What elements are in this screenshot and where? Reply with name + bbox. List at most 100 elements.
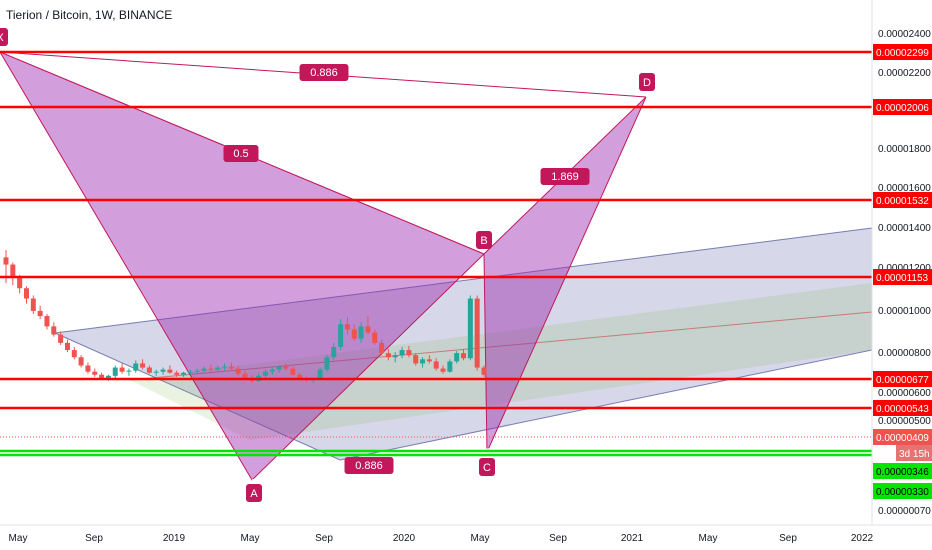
candle [174, 370, 180, 377]
time-axis[interactable]: May Sep 2019 May Sep 2020 May Sep 2021 May Sep 2022 [9, 533, 874, 544]
level-price-tag [873, 400, 932, 416]
ratio-label-box [299, 64, 349, 81]
candle [44, 314, 50, 330]
level-price-label: 0.00001532 [876, 196, 929, 207]
candle [420, 357, 426, 368]
level-price-tag [873, 99, 932, 115]
plot-area[interactable] [0, 50, 872, 481]
time-tick-label: 2022 [851, 533, 874, 544]
candle [78, 355, 84, 368]
candle [153, 369, 159, 376]
candle [344, 317, 350, 335]
support-price-label: 0.00000346 [876, 467, 929, 478]
chart-title: Tierion / Bitcoin, 1W, BINANCE [6, 8, 173, 22]
ratio-label-box [540, 168, 590, 185]
pattern-point-box [479, 458, 495, 476]
pattern-point-label: A [250, 488, 258, 500]
candle [222, 363, 228, 371]
pattern-point-box [476, 231, 492, 249]
pattern-point-box [246, 484, 262, 502]
candle [454, 351, 460, 364]
candle [58, 331, 64, 345]
candle [119, 363, 125, 374]
candle [331, 342, 337, 361]
candle [71, 346, 77, 360]
candle [481, 365, 487, 377]
candle [461, 349, 467, 361]
time-tick-label: Sep [315, 533, 333, 544]
price-tick-label: 0.00001000 [878, 306, 931, 317]
candle [324, 355, 330, 372]
pattern-ac-line [251, 439, 559, 481]
candle [37, 305, 43, 320]
ratio-label: 0.886 [310, 67, 338, 79]
candle [433, 358, 439, 371]
horizontal-levels [0, 50, 872, 457]
candle [447, 359, 453, 373]
candle [160, 367, 166, 375]
time-tick-label: 2021 [621, 533, 644, 544]
candle [474, 295, 480, 371]
candle [85, 362, 91, 374]
candle [187, 369, 193, 375]
candle [372, 329, 378, 345]
time-tick-label: 2020 [393, 533, 416, 544]
candle [146, 365, 152, 374]
last-price-label: 0.00000409 [876, 433, 929, 444]
last-price-tag [873, 429, 932, 445]
candle [365, 316, 371, 335]
candle [413, 353, 419, 366]
price-tick-label: 0.00002400 [878, 29, 931, 40]
candle [167, 365, 173, 374]
ratio-label-box [344, 457, 394, 474]
price-tick-label: 0.00001400 [878, 223, 931, 234]
level-price-label: 0.00000677 [876, 375, 929, 386]
level-price-tag [873, 269, 932, 285]
pattern-point-label: D [643, 77, 651, 89]
price-tick-label: 0.00000800 [878, 348, 931, 359]
time-tick-label: Sep [779, 533, 797, 544]
candle [215, 365, 221, 373]
candle [23, 286, 29, 304]
price-tick-label: 0.00000500 [878, 416, 931, 427]
price-tick-label: 0.00000070 [878, 506, 931, 517]
candle [92, 368, 98, 377]
candlestick-series [3, 250, 487, 384]
ratio-label: 0.886 [355, 460, 383, 472]
ratio-label: 0.5 [233, 148, 248, 160]
candle [228, 362, 234, 370]
countdown-label: 3d 15h [899, 449, 930, 460]
candle [194, 368, 200, 374]
candle [112, 365, 118, 378]
support-price-tag [873, 483, 932, 499]
pattern-point-label: C [483, 462, 491, 474]
support-price-tag [873, 463, 932, 479]
time-tick-label: May [471, 533, 490, 544]
candle [406, 345, 412, 358]
candle [133, 360, 139, 373]
level-price-tag [873, 192, 932, 208]
candle [201, 366, 207, 373]
candle [351, 324, 357, 341]
candle [379, 339, 385, 356]
price-axis-tags: 0.00002299 0.00002006 0.00001532 0.00001153… [873, 44, 932, 499]
candle [385, 349, 391, 361]
ratio-label: 1.869 [551, 171, 579, 183]
candle [181, 371, 187, 377]
time-tick-label: May [9, 533, 28, 544]
time-tick-label: Sep [85, 533, 103, 544]
candle [467, 295, 473, 361]
level-price-tag [873, 44, 932, 60]
price-tick-label: 0.00002200 [878, 68, 931, 79]
candle [10, 262, 16, 286]
pattern-ratio-labels: 0.886 0.5 1.869 0.886 [223, 64, 590, 474]
candle [235, 365, 241, 376]
candle [276, 365, 282, 373]
parallel-channel [53, 227, 872, 461]
price-axis[interactable]: 0.00002400 0.00002200 0.00001800 0.00001600… [878, 29, 931, 517]
support-price-label: 0.00000330 [876, 487, 929, 498]
candle [64, 339, 70, 353]
price-tick-label: 0.00001800 [878, 144, 931, 155]
level-price-label: 0.00000543 [876, 404, 929, 415]
